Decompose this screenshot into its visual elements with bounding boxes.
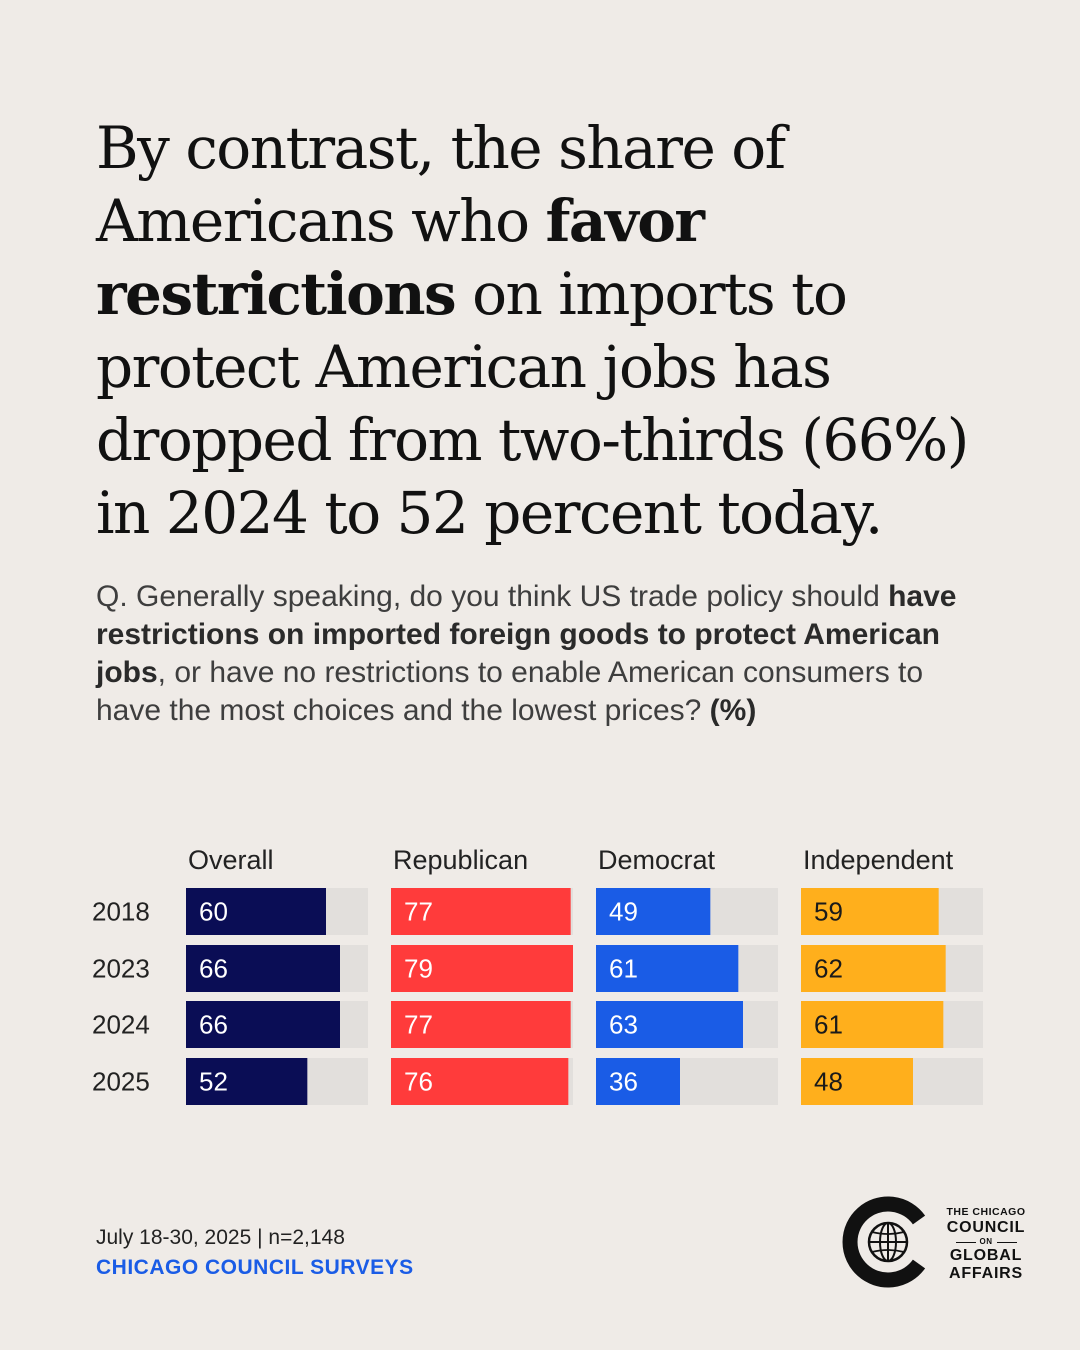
logo-line-3: ON xyxy=(940,1237,1032,1247)
bar-value-label: 79 xyxy=(404,954,433,984)
bar xyxy=(391,945,573,992)
bar xyxy=(801,945,946,992)
bar-value-label: 48 xyxy=(814,1067,843,1097)
globe-c-icon xyxy=(842,1196,926,1288)
bar xyxy=(596,888,711,935)
bar xyxy=(391,1001,571,1048)
bar-chart: 2018 2023 2024 2025 Overall 60 66 66 52 Republica… xyxy=(92,845,983,1105)
bar-value-label: 36 xyxy=(609,1067,638,1097)
bar xyxy=(801,1058,913,1105)
bar xyxy=(391,888,571,935)
bar-value-label: 49 xyxy=(609,897,638,927)
survey-meta: July 18-30, 2025 | n=2,148 xyxy=(96,1226,345,1249)
logo-wordmark: THE CHICAGO COUNCIL ON GLOBAL AFFAIRS xyxy=(940,1206,1032,1283)
series-header: Democrat xyxy=(598,845,716,875)
bar-value-label: 61 xyxy=(609,954,638,984)
headline-part2: on imports to protect American jobs has … xyxy=(96,260,969,547)
council-logo: THE CHICAGO COUNCIL ON GLOBAL AFFAIRS xyxy=(842,1196,1032,1292)
series-header: Overall xyxy=(188,845,274,875)
bar xyxy=(186,1058,308,1105)
bar xyxy=(186,1001,340,1048)
bar-value-label: 76 xyxy=(404,1067,433,1097)
bar xyxy=(391,1058,569,1105)
bar xyxy=(186,945,340,992)
question-emphasis: have restrictions on imported foreign go… xyxy=(96,580,957,689)
source-label: CHICAGO COUNCIL SURVEYS xyxy=(96,1256,414,1279)
logo-line-4: GLOBAL xyxy=(949,1247,1023,1264)
bar-value-label: 77 xyxy=(404,897,433,927)
bar xyxy=(186,888,326,935)
headline-part1: By contrast, the share of Americans who xyxy=(96,114,786,255)
bar xyxy=(801,888,939,935)
survey-question: Q. Generally speaking, do you think US t… xyxy=(96,578,996,730)
bar-value-label: 77 xyxy=(404,1010,433,1040)
year-label: 2023 xyxy=(92,954,150,984)
series-header: Republican xyxy=(393,845,528,875)
series-header: Independent xyxy=(803,845,954,875)
bar xyxy=(596,1001,743,1048)
headline: By contrast, the share of Americans who … xyxy=(96,112,996,550)
bar-value-label: 52 xyxy=(199,1067,228,1097)
bar-value-label: 66 xyxy=(199,1010,228,1040)
bar-value-label: 62 xyxy=(814,954,843,984)
bar-value-label: 66 xyxy=(199,954,228,984)
bar xyxy=(596,945,739,992)
year-label: 2018 xyxy=(92,897,150,927)
bar xyxy=(801,1001,944,1048)
bar-value-label: 59 xyxy=(814,897,843,927)
bar-value-label: 63 xyxy=(609,1010,638,1040)
bar-value-label: 61 xyxy=(814,1010,843,1040)
bar-value-label: 60 xyxy=(199,897,228,927)
question-part1: Q. Generally speaking, do you think US t… xyxy=(96,580,889,613)
question-unit: (%) xyxy=(709,694,757,727)
year-label: 2024 xyxy=(92,1010,150,1040)
logo-line-5: AFFAIRS xyxy=(948,1265,1024,1282)
logo-line-2: COUNCIL xyxy=(946,1219,1026,1236)
logo-line-1: THE CHICAGO xyxy=(946,1206,1026,1218)
year-label: 2025 xyxy=(92,1067,150,1097)
question-part2: , or have no restrictions to enable Amer… xyxy=(96,656,924,727)
bar xyxy=(596,1058,680,1105)
headline-emphasis: favor restrictions xyxy=(96,187,705,328)
